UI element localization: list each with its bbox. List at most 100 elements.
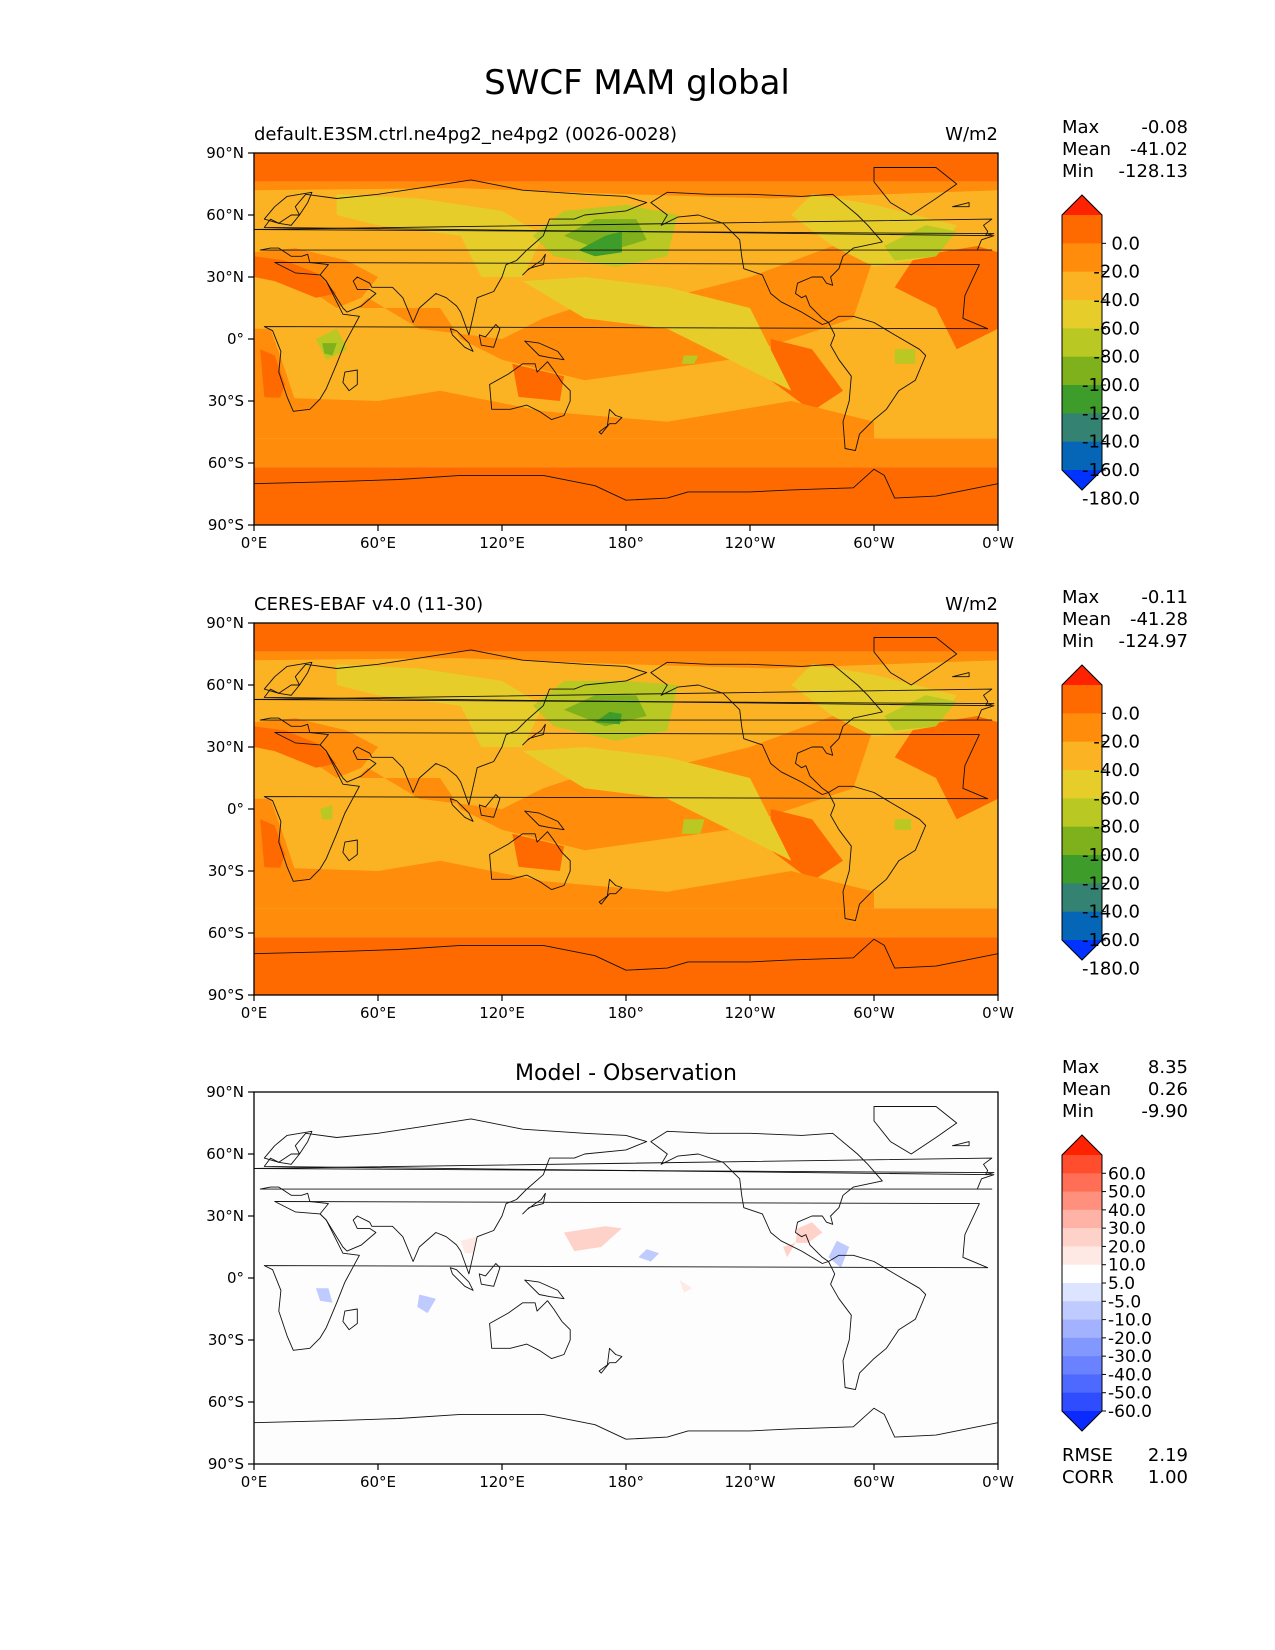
colorbar-label: -5.0 xyxy=(1108,1292,1141,1312)
footer-stat-value: 2.19 xyxy=(1148,1445,1188,1466)
stat-label: Max xyxy=(1062,1057,1100,1078)
y-tick-label: 0° xyxy=(227,330,244,348)
coastline-scand xyxy=(263,661,313,694)
colorbar-segment xyxy=(1062,328,1102,358)
colorbar-segment xyxy=(1062,356,1102,386)
coastline-australia xyxy=(489,1300,571,1360)
coastline-uk xyxy=(254,1157,995,1176)
colorbar-label: 50.0 xyxy=(1108,1183,1146,1203)
colorbar-segment xyxy=(1062,441,1102,471)
colorbar-label: -60.0 xyxy=(1108,1402,1152,1422)
colorbar-segment xyxy=(1062,1246,1102,1266)
footer-stat-label: RMSE xyxy=(1062,1445,1113,1466)
colorbar-segment xyxy=(1062,798,1102,828)
colorbar-segment xyxy=(1062,1283,1102,1302)
colorbar-label: 10.0 xyxy=(1108,1256,1146,1276)
contour-patch xyxy=(254,726,337,768)
coastline-greenland xyxy=(873,1106,958,1155)
colorbar-segment xyxy=(1062,1392,1102,1412)
y-tick-label: 60°N xyxy=(206,676,244,694)
colorbar: 0.0 -20.0 -40.0 -60.0 -80.0 -100.0 -120.0 -140.… xyxy=(1061,664,1140,979)
stat-value: -0.11 xyxy=(1141,587,1188,608)
coastline-iceland xyxy=(952,672,970,678)
colorbar-label: -140.0 xyxy=(1082,432,1140,453)
colorbar-label: 30.0 xyxy=(1108,1219,1146,1239)
y-tick-label: 30°N xyxy=(206,1207,244,1225)
stat-label: Max xyxy=(1062,587,1100,608)
contour-patch xyxy=(320,804,333,820)
map xyxy=(253,1091,999,1465)
y-tick-label: 30°S xyxy=(208,1331,244,1349)
colorbar-label: -20.0 xyxy=(1093,262,1140,283)
contour-patch xyxy=(564,1226,622,1252)
x-tick-label: 60°W xyxy=(853,1473,895,1491)
x-tick-label: 0°W xyxy=(982,534,1014,552)
colorbar-segment xyxy=(1062,243,1102,273)
coastline-antarctica xyxy=(254,1407,998,1440)
colorbar-extend-max xyxy=(1062,195,1102,215)
colorbar-label: -80.0 xyxy=(1093,817,1140,838)
colorbar-segment xyxy=(1062,911,1102,941)
contour-patch xyxy=(564,219,647,253)
colorbar-label: -30.0 xyxy=(1108,1347,1152,1367)
y-tick-label: 90°N xyxy=(206,144,244,162)
x-tick-label: 60°E xyxy=(360,534,396,552)
colorbar-segment xyxy=(1062,215,1102,244)
coastline-newzealand xyxy=(598,408,623,435)
contour-patch xyxy=(564,695,647,727)
coastline-japan xyxy=(522,253,546,276)
colorbar-label: 40.0 xyxy=(1108,1201,1146,1221)
contour-band xyxy=(254,467,998,525)
stat-value: -124.97 xyxy=(1119,631,1188,652)
contour-patch xyxy=(795,1222,823,1243)
colorbar-segment xyxy=(1062,300,1102,329)
colorbar-segment xyxy=(1062,271,1102,301)
colorbar-label: -180.0 xyxy=(1082,958,1140,979)
x-tick-label: 120°W xyxy=(725,534,776,552)
colorbar-extend-min xyxy=(1062,940,1102,960)
map-field xyxy=(254,153,998,525)
colorbar-label: -20.0 xyxy=(1108,1329,1152,1349)
colorbar: 0.0 -20.0 -40.0 -60.0 -80.0 -100.0 -120.0 -140.… xyxy=(1061,194,1140,509)
panel-units: W/m2 xyxy=(945,594,998,615)
x-tick-label: 120°E xyxy=(479,1473,525,1491)
panel-obs: CERES-EBAF v4.0 (11-30) W/m2 0°E 60°E 120°… xyxy=(206,587,1188,1022)
coastline-australia xyxy=(489,831,571,891)
colorbar-label: -40.0 xyxy=(1108,1365,1152,1385)
colorbar-label: -160.0 xyxy=(1082,460,1140,481)
colorbar-segment xyxy=(1062,1173,1102,1193)
coastline-newguinea xyxy=(524,810,565,831)
stat-value: 0.26 xyxy=(1148,1079,1188,1100)
footer-stat-label: CORR xyxy=(1062,1467,1114,1488)
coastline-madagascar xyxy=(342,839,358,862)
colorbar-label: -10.0 xyxy=(1108,1311,1152,1331)
x-tick-label: 0°E xyxy=(241,1473,268,1491)
coastline-eurasia xyxy=(259,1118,995,1275)
coastline-greenland xyxy=(873,167,958,216)
colorbar-segment xyxy=(1062,1191,1102,1211)
map xyxy=(253,152,999,526)
coastline-japan xyxy=(522,723,546,746)
map-background xyxy=(254,1092,998,1464)
map-field xyxy=(254,1092,998,1464)
stat-value: -41.02 xyxy=(1130,139,1188,160)
stats-box: Max 8.35 Mean 0.26 Min -9.90 xyxy=(1062,1057,1188,1122)
stats-box: Max -0.08 Mean -41.02 Min -128.13 xyxy=(1062,117,1188,182)
contour-band xyxy=(254,623,998,652)
map-axes: 0°E 60°E 120°E 180° 120°W 60°W 0°W 90°N 60°N 30°N… xyxy=(206,614,1014,1022)
colorbar-segment xyxy=(1062,413,1102,443)
coastline-samerica xyxy=(828,1254,927,1391)
contour-patch xyxy=(894,349,916,364)
x-tick-label: 60°E xyxy=(360,1004,396,1022)
coastline-borneo xyxy=(478,794,501,818)
colorbar-label: -120.0 xyxy=(1082,403,1140,424)
y-tick-label: 90°S xyxy=(208,516,244,534)
stat-value: -41.28 xyxy=(1130,609,1188,630)
coastline-newzealand xyxy=(598,878,623,905)
contour-patch xyxy=(460,1236,478,1254)
colorbar-extend-max xyxy=(1062,1135,1102,1155)
contour-patch xyxy=(884,695,957,731)
coastline-sumatra xyxy=(449,1267,474,1291)
colorbar-label: 0.0 xyxy=(1111,233,1140,254)
colorbar-label: 0.0 xyxy=(1111,703,1140,724)
